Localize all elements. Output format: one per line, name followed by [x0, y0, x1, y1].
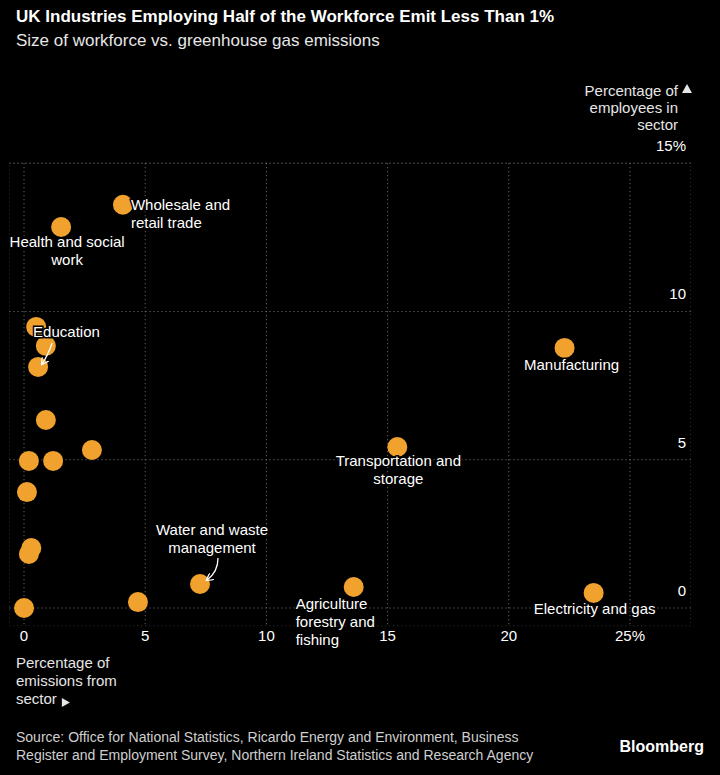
- x-tick-label: 25%: [615, 627, 645, 644]
- y-grid-line: [10, 311, 691, 312]
- text-line: retail trade: [131, 214, 202, 231]
- text-line: Manufacturing: [524, 356, 619, 373]
- point: [19, 544, 39, 564]
- label-arrow: [42, 343, 52, 364]
- text-line: management: [168, 539, 256, 556]
- text-line: emissions from: [16, 672, 117, 689]
- y-grid-line: [10, 163, 691, 164]
- x-grid-line: [508, 163, 509, 626]
- text-line: work: [50, 251, 83, 268]
- credit: Bloomberg: [620, 738, 704, 755]
- point: [19, 451, 39, 471]
- background: [0, 0, 720, 775]
- text-line: Transportation and: [336, 452, 461, 469]
- title: UK Industries Employing Half of the Work…: [16, 7, 554, 26]
- point: [17, 482, 37, 502]
- point: [82, 440, 102, 460]
- x-grid-line: [145, 163, 146, 626]
- source: Source: Office for National Statistics, …: [16, 729, 533, 763]
- point-label: Education: [33, 323, 100, 340]
- point-label: Manufacturing: [524, 356, 619, 373]
- text-line: Source: Office for National Statistics, …: [16, 729, 518, 745]
- point-label: Transportation andstorage: [336, 452, 461, 487]
- y-tick-label: 0: [678, 582, 686, 599]
- x-grid-line: [387, 163, 388, 626]
- point: [113, 195, 133, 215]
- x-grid-line: [630, 163, 631, 626]
- text-line: fishing: [296, 631, 339, 648]
- y-tick-label: 10: [669, 285, 686, 302]
- point: [128, 592, 148, 612]
- point-label: Wholesale andretail trade: [131, 196, 230, 231]
- text-line: forestry and: [296, 613, 375, 630]
- point: [14, 598, 34, 618]
- x-axis-label: Percentage ofemissions fromsector: [16, 654, 117, 707]
- subtitle: Size of workforce vs. greenhouse gas emi…: [16, 31, 380, 50]
- point: [555, 338, 575, 358]
- point-label: Health and socialwork: [10, 233, 125, 268]
- y-tick-label: 15%: [656, 137, 686, 154]
- x-tick-label: 10: [258, 627, 275, 644]
- axis-arrow: [682, 84, 692, 93]
- y-axis-label: Percentage ofemployees insector: [585, 82, 679, 133]
- point-label: Electricity and gas: [534, 600, 656, 617]
- text-line: storage: [373, 470, 423, 487]
- text-line: sector: [16, 690, 57, 707]
- label-arrow: [207, 558, 218, 580]
- point: [190, 574, 210, 594]
- point-labels: Wholesale andretail tradeHealth and soci…: [10, 196, 656, 648]
- points: [14, 195, 604, 618]
- x-tick-label: 20: [500, 627, 517, 644]
- grid: [10, 163, 691, 626]
- text-line: Register and Employment Survey, Northern…: [16, 747, 533, 763]
- point: [344, 577, 364, 597]
- x-tick-label: 15: [379, 627, 396, 644]
- point-label: Agricultureforestry andfishing: [296, 595, 375, 648]
- text-line: sector: [637, 116, 678, 133]
- y-tick-label: 5: [678, 434, 686, 451]
- x-tick-label: 5: [141, 627, 149, 644]
- text-line: Percentage of: [16, 654, 110, 671]
- x-tick-label: 0: [20, 627, 28, 644]
- plot-frame: [10, 163, 691, 626]
- text-line: Education: [33, 323, 100, 340]
- text-line: Health and social: [10, 233, 125, 250]
- text-line: Percentage of: [585, 82, 679, 99]
- x-grid-line: [266, 163, 267, 626]
- text-line: Agriculture: [296, 595, 368, 612]
- text-line: employees in: [590, 99, 678, 116]
- text-line: Water and waste: [156, 521, 268, 538]
- point: [36, 410, 56, 430]
- text-line: Electricity and gas: [534, 600, 656, 617]
- point: [43, 451, 63, 471]
- point-label: Water and wastemanagement: [156, 521, 268, 556]
- chart: UK Industries Employing Half of the Work…: [0, 0, 720, 775]
- text-line: Wholesale and: [131, 196, 230, 213]
- axis-arrow: [62, 698, 70, 707]
